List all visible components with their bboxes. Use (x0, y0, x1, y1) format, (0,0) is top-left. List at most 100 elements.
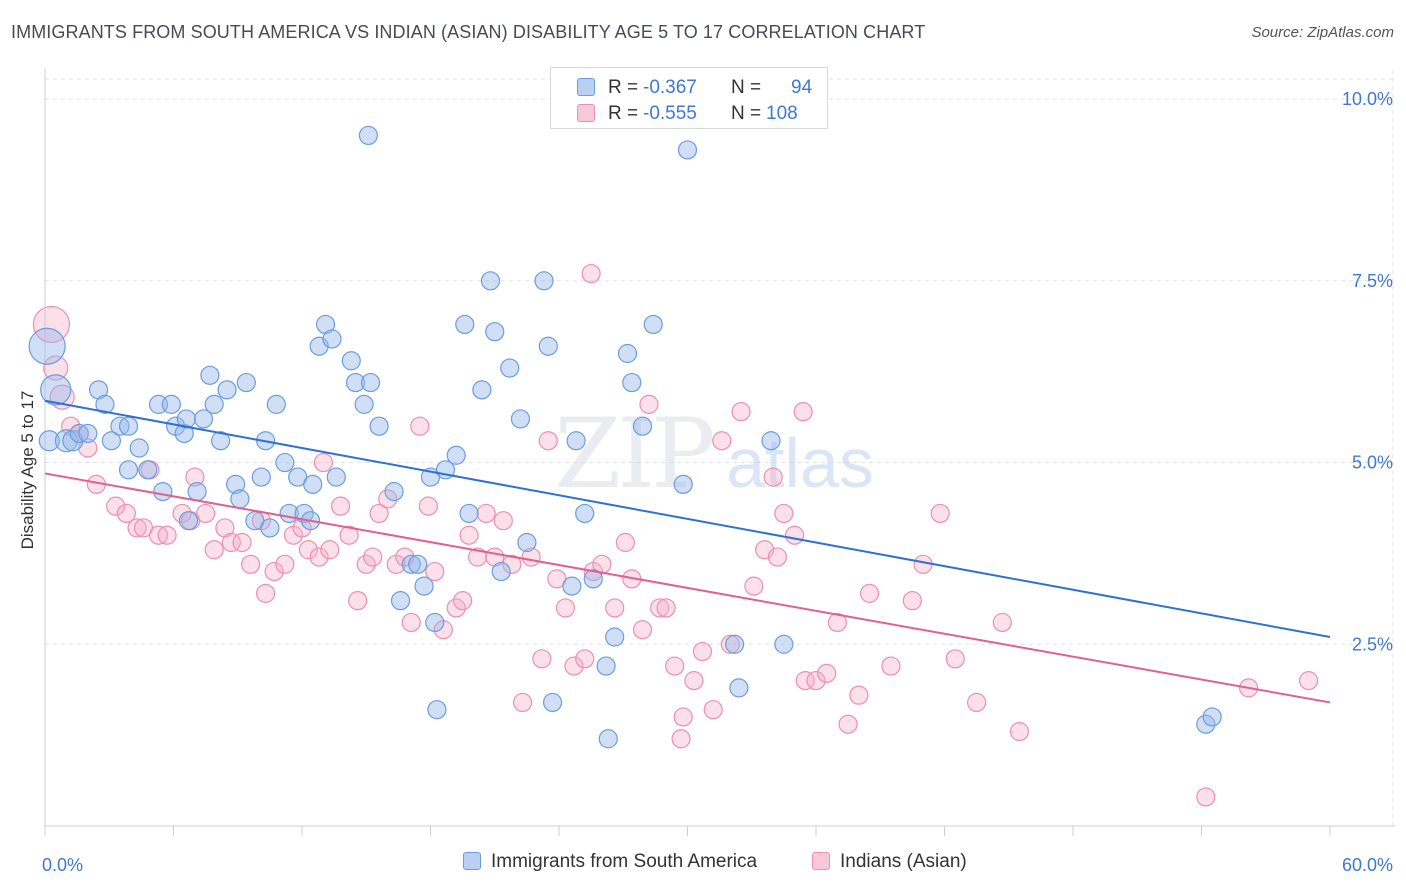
data-point-south-america (40, 374, 72, 406)
data-point-indians-asian (453, 591, 473, 611)
data-point-south-america (187, 482, 207, 502)
data-point-south-america (761, 431, 781, 451)
watermark: ZIP atlas (554, 398, 874, 510)
data-point-indians-asian (106, 496, 126, 516)
data-point-south-america (204, 394, 224, 414)
data-point-indians-asian (859, 583, 880, 603)
data-point-indians-asian (313, 452, 334, 473)
data-point-south-america (538, 336, 558, 356)
data-point-south-america (358, 125, 378, 146)
data-point-indians-asian (538, 431, 558, 451)
watermark-zip: ZIP (554, 398, 713, 510)
legend-swatch-blue (577, 78, 595, 96)
data-point-indians-asian (512, 692, 533, 713)
y-tick-label: 2.5% (1352, 634, 1393, 654)
data-point-south-america (401, 554, 421, 574)
data-point-indians-asian (298, 540, 319, 560)
data-point-south-america (161, 394, 181, 414)
trend-line-south-america (44, 399, 1331, 638)
data-point-south-america (217, 380, 237, 400)
data-point-south-america (138, 460, 158, 480)
data-point-indians-asian (650, 598, 670, 618)
data-point-indians-asian (493, 511, 513, 531)
data-point-south-america (774, 634, 794, 654)
data-point-indians-asian (476, 503, 496, 524)
data-point-south-america (200, 365, 220, 385)
data-point-south-america (54, 429, 79, 453)
data-point-south-america (95, 394, 115, 414)
bottom-legend-blue: Immigrants from South America (463, 851, 757, 873)
series-south-america-points (28, 125, 1222, 749)
data-point-indians-asian (339, 525, 359, 545)
data-point-indians-asian (656, 598, 676, 618)
data-point-south-america (517, 532, 537, 553)
data-point-indians-asian (639, 394, 659, 414)
data-point-south-america (472, 380, 492, 400)
data-point-south-america (725, 634, 745, 654)
y-tick-label: 5.0% (1352, 453, 1393, 473)
bottom-legend-swatch-pink (812, 852, 830, 870)
legend-r-label: R = (608, 103, 639, 124)
data-point-south-america (360, 372, 381, 393)
data-point-south-america (632, 416, 653, 436)
data-point-indians-asian (232, 532, 252, 553)
data-point-indians-asian (784, 525, 805, 545)
data-point-indians-asian (185, 467, 205, 487)
data-point-indians-asian (356, 554, 376, 574)
data-point-indians-asian (532, 649, 552, 669)
data-point-indians-asian (575, 649, 595, 669)
x-tick-label: 0.0% (42, 855, 83, 875)
data-point-indians-asian (196, 503, 216, 524)
data-point-indians-asian (673, 707, 693, 727)
data-point-indians-asian (930, 503, 950, 524)
series-indians-asian-points (32, 263, 1319, 807)
data-point-indians-asian (459, 525, 479, 545)
data-point-south-america (583, 569, 603, 589)
data-point-indians-asian (43, 355, 69, 381)
data-point-south-america (153, 482, 173, 502)
data-point-south-america (260, 518, 280, 538)
data-point-south-america (677, 140, 698, 160)
y-tick-label: 10.0% (1342, 89, 1393, 109)
data-point-south-america (673, 474, 693, 494)
data-point-south-america (596, 656, 616, 676)
data-point-indians-asian (320, 540, 340, 560)
legend-row-blue: R = -0.367 N = 94 (551, 74, 827, 102)
data-point-indians-asian (1009, 721, 1030, 742)
legend-row-pink: R = -0.555 N = 108 (551, 100, 827, 128)
data-point-indians-asian (763, 467, 783, 487)
data-point-indians-asian (410, 416, 430, 436)
bottom-legend-swatch-blue (463, 852, 481, 870)
data-point-indians-asian (116, 503, 136, 524)
data-point-south-america (275, 452, 295, 473)
data-point-south-america (446, 445, 466, 465)
data-point-south-america (78, 423, 98, 444)
data-point-indians-asian (945, 649, 965, 669)
data-point-south-america (176, 409, 196, 429)
data-point-indians-asian (204, 540, 224, 560)
data-point-indians-asian (703, 700, 723, 720)
data-point-south-america (174, 423, 194, 444)
data-point-indians-asian (992, 612, 1012, 633)
data-point-south-america (251, 467, 271, 487)
data-point-south-america (622, 372, 642, 393)
trend-lines (44, 399, 1331, 704)
data-point-south-america (345, 372, 366, 393)
data-point-indians-asian (720, 634, 740, 654)
data-point-south-america (427, 700, 447, 720)
data-point-south-america (118, 460, 139, 480)
data-point-indians-asian (774, 503, 794, 524)
data-point-south-america (455, 314, 475, 335)
legend-r-value-blue: -0.367 (643, 77, 697, 98)
data-point-south-america (266, 394, 286, 414)
data-point-south-america (1202, 707, 1222, 727)
legend-n-label: N = (731, 77, 762, 98)
data-point-south-america (326, 467, 346, 487)
data-point-south-america (643, 314, 663, 335)
data-point-indians-asian (671, 729, 691, 749)
watermark-atlas: atlas (726, 424, 874, 502)
data-point-south-america (566, 431, 586, 451)
data-point-indians-asian (712, 431, 732, 451)
data-point-south-america (226, 474, 246, 494)
